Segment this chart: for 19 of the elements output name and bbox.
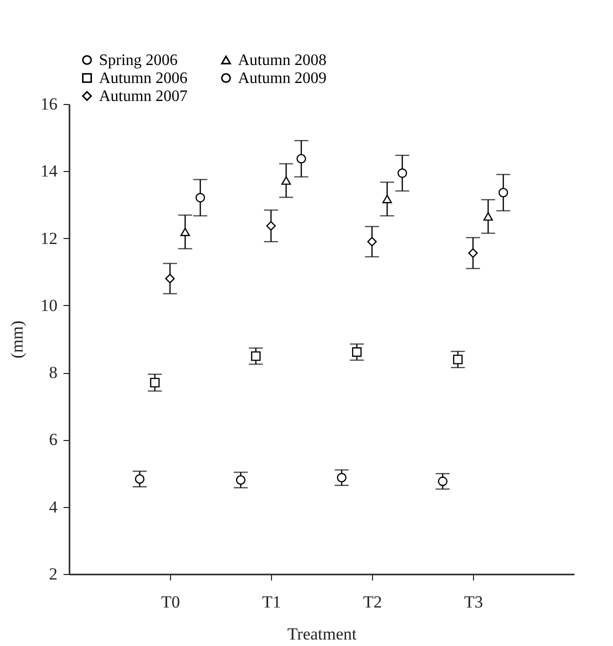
x-tick-label: T1	[262, 592, 281, 612]
legend-label: Autumn 2009	[238, 70, 326, 87]
y-tick-label: 12	[40, 228, 58, 248]
x-axis-title: Treatment	[287, 624, 357, 644]
x-tick-label: T0	[161, 592, 180, 612]
y-axis-title: (mm)	[8, 320, 26, 358]
y-tick-label: 10	[40, 296, 58, 315]
y-tick-label: 16	[40, 94, 58, 114]
legend-label: Spring 2006	[99, 52, 178, 69]
x-tick-label: T2	[363, 592, 382, 612]
y-tick-label: 14	[40, 162, 58, 181]
y-tick-label: 4	[49, 497, 58, 516]
legend-label: Autumn 2008	[238, 52, 326, 69]
legend-label: Autumn 2007	[99, 88, 188, 105]
y-tick-label: 8	[49, 363, 58, 382]
legend-label: Autumn 2006	[99, 70, 188, 87]
x-tick-label: T3	[464, 592, 483, 612]
y-tick-label: 2	[49, 564, 58, 584]
y-tick-label: 6	[49, 430, 58, 450]
